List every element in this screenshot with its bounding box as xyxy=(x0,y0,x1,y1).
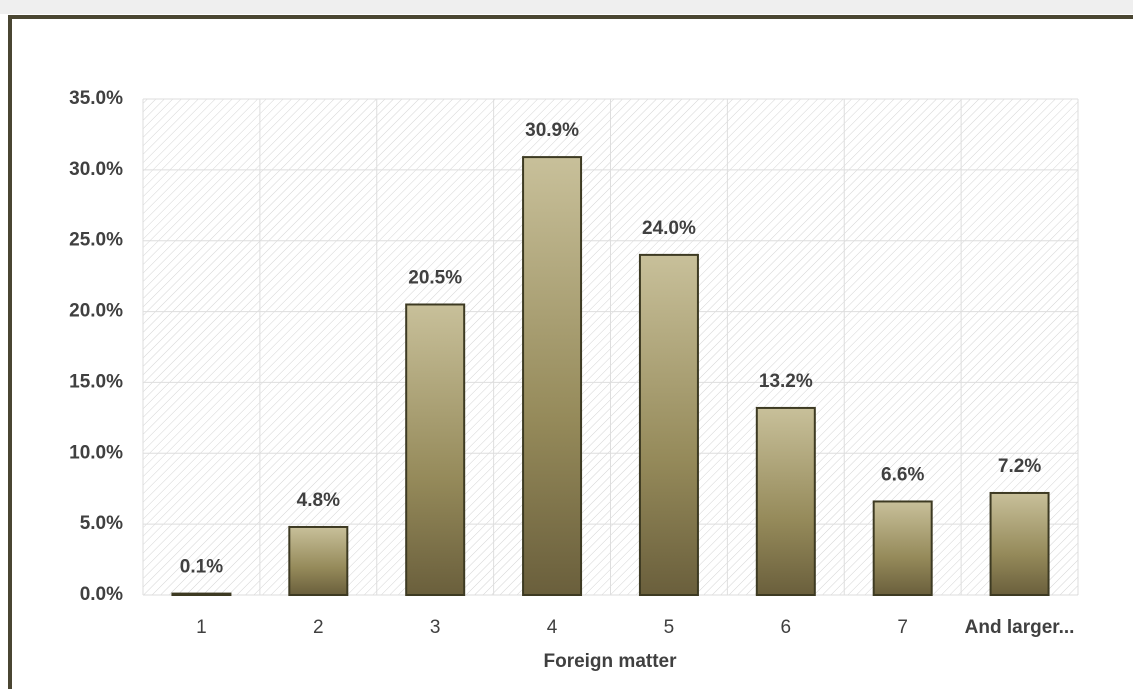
y-tick-label: 15.0% xyxy=(69,371,123,392)
data-label: 0.1% xyxy=(180,557,223,578)
bar xyxy=(171,592,232,597)
data-label: 7.2% xyxy=(998,456,1041,477)
data-label: 20.5% xyxy=(408,268,462,289)
y-tick-label: 10.0% xyxy=(69,442,123,463)
y-tick-label: 0.0% xyxy=(80,584,123,605)
x-tick-label: 4 xyxy=(547,617,558,638)
data-label: 4.8% xyxy=(297,490,340,511)
x-tick-label: 6 xyxy=(781,617,792,638)
data-label: 30.9% xyxy=(525,120,579,141)
data-label: 13.2% xyxy=(759,371,813,392)
bar xyxy=(872,500,933,596)
x-tick-label: 5 xyxy=(664,617,675,638)
frame xyxy=(8,15,1133,689)
bar xyxy=(755,406,816,596)
bar xyxy=(638,253,699,596)
x-tick-label: 7 xyxy=(897,617,908,638)
x-axis-title: Foreign matter xyxy=(543,651,677,672)
y-tick-label: 35.0% xyxy=(69,88,123,109)
x-tick-label: 2 xyxy=(313,617,324,638)
x-tick-label: 3 xyxy=(430,617,441,638)
y-tick-label: 20.0% xyxy=(69,301,123,322)
x-tick-label: And larger... xyxy=(965,617,1075,638)
data-label: 6.6% xyxy=(881,464,924,485)
x-tick-label: 1 xyxy=(196,617,207,638)
y-tick-label: 30.0% xyxy=(69,159,123,180)
data-label: 24.0% xyxy=(642,218,696,239)
bar xyxy=(522,156,583,597)
y-tick-label: 25.0% xyxy=(69,230,123,251)
y-tick-label: 5.0% xyxy=(80,513,123,534)
bar xyxy=(405,303,466,596)
bar xyxy=(989,491,1050,597)
top-band xyxy=(0,0,1133,14)
bar xyxy=(288,525,349,597)
